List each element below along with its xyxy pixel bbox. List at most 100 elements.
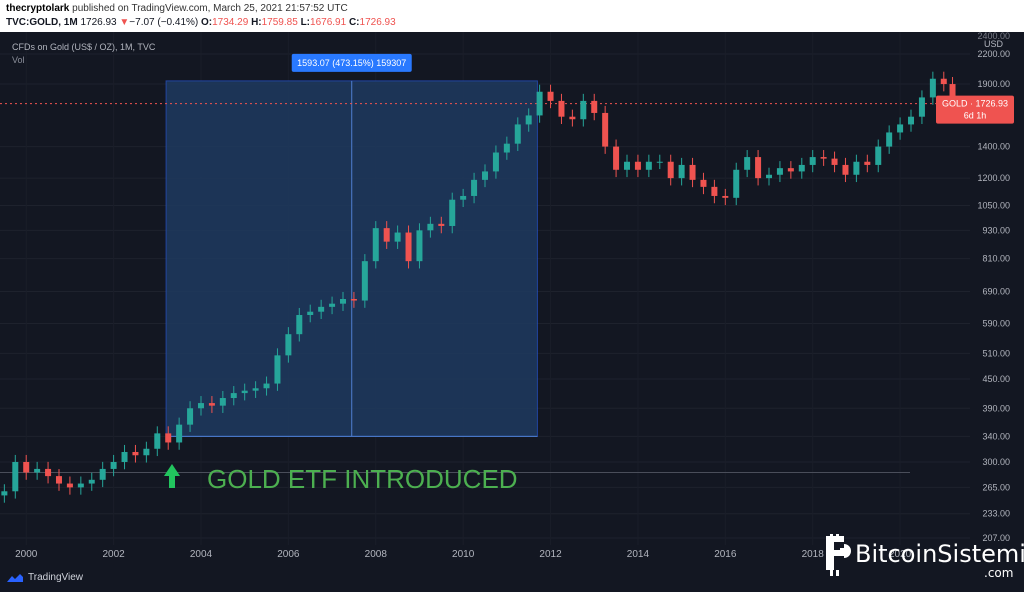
change-arrow-icon: ▼ (119, 17, 130, 28)
candle-body (285, 334, 292, 356)
candle-body (820, 157, 827, 159)
candle-body (525, 115, 532, 125)
candle-body (99, 468, 106, 480)
candle-body (329, 303, 336, 307)
watermark-suffix: .com (984, 566, 1014, 580)
price-tick-label: 300.00 (982, 457, 1010, 467)
candle-body (372, 228, 379, 262)
candle-body (1, 491, 8, 496)
time-tick-label: 2000 (15, 549, 38, 560)
candle-body (624, 161, 631, 170)
candle-body (482, 171, 488, 180)
candle-body (613, 146, 620, 170)
candle-body (949, 84, 956, 104)
annotation: GOLD ETF INTRODUCED (164, 464, 518, 494)
candle-body (427, 223, 434, 231)
last-price-tag-bg (936, 95, 1014, 124)
watermark-logo (818, 534, 852, 578)
countdown-label: 6d 1h (964, 111, 987, 121)
candle-body (492, 152, 499, 172)
candle-body (711, 186, 718, 196)
close-label: C: (348, 17, 360, 28)
candle-body (918, 97, 925, 117)
candle-body (219, 398, 226, 406)
price-tick-label: 1050.00 (977, 200, 1010, 210)
candle-body (940, 78, 947, 85)
candle-body (383, 228, 390, 242)
candle-body (864, 161, 871, 165)
price-chart[interactable]: 1593.07 (473.15%) 159307 2200.00 1900.00 1… (0, 32, 1024, 568)
measure-box[interactable]: 1593.07 (473.15%) 159307 (165, 53, 538, 437)
candle-body (722, 195, 729, 198)
price-tick-label: 2200.00 (977, 49, 1010, 59)
candle-body (667, 161, 674, 179)
candle-body (77, 483, 84, 488)
time-tick-label: 2008 (365, 549, 388, 560)
candle-body (678, 164, 685, 179)
candle-body (776, 168, 783, 175)
candle-body (787, 168, 794, 172)
last-price: 1726.93 (80, 17, 117, 28)
candle-body (66, 483, 73, 488)
candle-body (460, 195, 467, 200)
candle-body (45, 468, 52, 477)
candle-body (339, 299, 346, 304)
open-label: O: (201, 17, 213, 28)
bitcoin-icon (826, 534, 851, 576)
ohlc-line: TVC:GOLD, 1M 1726.93 ▼−7.07 (−0.41%) O: 1… (6, 17, 396, 28)
candle-body (187, 408, 194, 425)
volume-legend[interactable]: Vol (12, 55, 25, 65)
candle-body (471, 179, 478, 196)
candle-body (809, 157, 816, 165)
change-value: −7.07 (−0.41%) (129, 17, 199, 28)
candle-body (274, 355, 281, 384)
candle-body (88, 479, 95, 484)
time-axis[interactable]: 2000 2002 2004 2006 2008 2010 2012 2014 2016 2018… (15, 549, 912, 560)
candle-body (296, 315, 303, 335)
candle-body (798, 164, 805, 172)
price-tick-label: 1900.00 (977, 79, 1010, 89)
candle-body (689, 164, 696, 180)
price-tick-label: 390.00 (982, 403, 1010, 413)
candle-body (569, 116, 576, 120)
symbol-label: TVC:GOLD, 1M (6, 17, 78, 28)
candle-body (853, 161, 860, 175)
candle-body (634, 161, 641, 170)
candle-body (197, 403, 204, 409)
price-tick-label: 265.00 (982, 482, 1010, 492)
candle-body (602, 112, 609, 147)
candles (1, 71, 956, 503)
candle-body (831, 158, 838, 165)
candle-body (143, 448, 150, 456)
candle-body (12, 461, 19, 492)
tradingview-icon (7, 573, 23, 582)
candle-body (154, 433, 161, 449)
candle-body (208, 403, 215, 406)
price-tick-label: 207.00 (982, 533, 1010, 543)
candle-body (766, 174, 773, 179)
series-legend[interactable]: CFDs on Gold (US$ / OZ), 1M, TVC (12, 42, 156, 52)
candle-body (394, 232, 401, 242)
price-tick-label: 510.00 (982, 348, 1010, 358)
candle-body (263, 383, 270, 389)
price-axis[interactable]: 2200.00 1900.00 1400.00 1200.00 1050.00 930.0… (936, 32, 1014, 543)
time-tick-label: 2012 (539, 549, 562, 560)
price-tick-label: 233.00 (982, 509, 1010, 519)
candle-body (350, 299, 357, 301)
candle-body (23, 461, 30, 473)
candle-body (165, 433, 172, 443)
candle-body (755, 157, 762, 179)
candle-body (897, 124, 904, 133)
candle-body (132, 451, 139, 456)
close-value: 1726.93 (359, 17, 396, 28)
time-tick-label: 2004 (190, 549, 213, 560)
author-name[interactable]: thecryptolark (6, 3, 70, 14)
time-tick-label: 2020 (889, 549, 912, 560)
candle-body (547, 91, 554, 101)
time-tick-label: 2014 (627, 549, 650, 560)
price-tick-label: 1200.00 (977, 173, 1010, 183)
price-tick-label: 1400.00 (977, 142, 1010, 152)
candle-body (449, 199, 456, 226)
candle-body (176, 424, 183, 443)
tradingview-logo[interactable]: TradingView (6, 572, 83, 583)
